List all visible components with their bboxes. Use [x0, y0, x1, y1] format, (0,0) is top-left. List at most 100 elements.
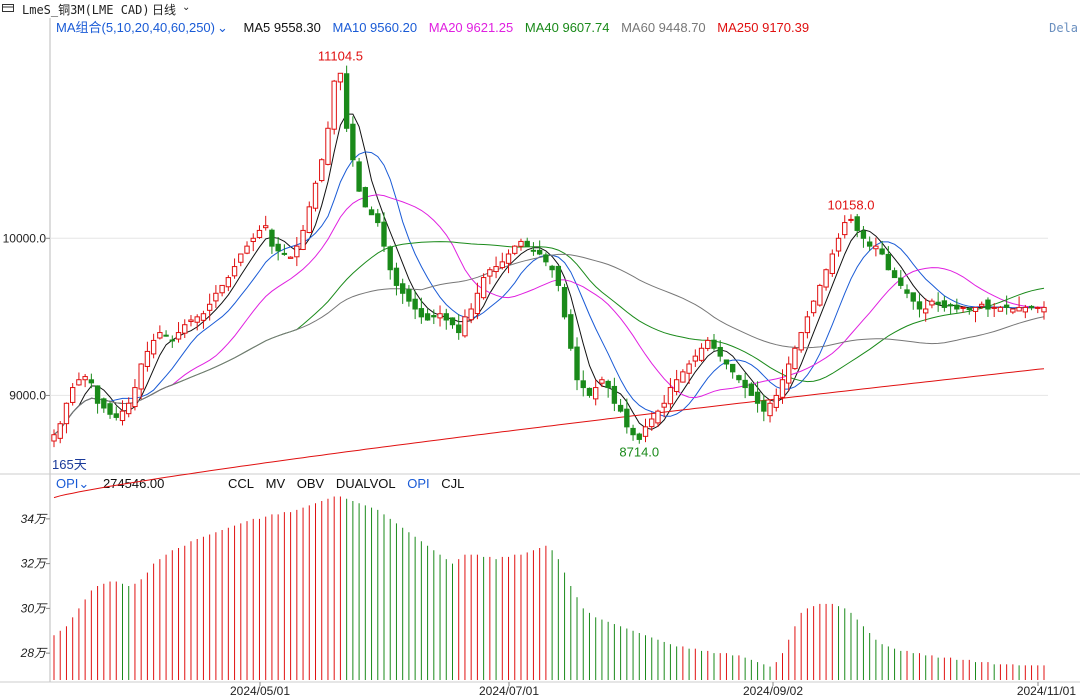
delay-label: Dela	[1049, 21, 1078, 35]
legend-ma10: MA10 9560.20	[332, 20, 418, 35]
candle-up	[468, 308, 474, 321]
candle-down	[524, 240, 530, 247]
candle-up	[51, 434, 57, 442]
candle-down	[555, 265, 562, 286]
candle-down	[418, 308, 425, 318]
candle-down	[456, 324, 462, 334]
candle-up	[182, 324, 188, 334]
candle-up	[175, 332, 182, 340]
legend-ma5: MA5 9558.30	[243, 20, 321, 35]
candle-up	[294, 245, 300, 258]
candle-down	[549, 265, 555, 271]
candle-up	[76, 379, 82, 386]
candle-down	[275, 243, 281, 252]
candle-up	[767, 402, 773, 417]
candle-down	[966, 308, 972, 311]
candle-down	[94, 385, 101, 404]
candle-up	[972, 306, 979, 312]
indicator-selector[interactable]: OPI	[56, 476, 79, 491]
candle-down	[711, 339, 717, 349]
candle-down	[954, 304, 960, 310]
candle-down	[368, 209, 375, 216]
candle-up	[786, 363, 792, 384]
ma10-line	[53, 151, 1045, 436]
opi-bars	[53, 496, 1045, 680]
second-high-annotation: 10158.0	[827, 197, 874, 212]
candle-up	[493, 266, 499, 273]
candle-up	[1022, 306, 1028, 313]
ma-combo-selector[interactable]: MA组合(5,10,20,40,60,250)	[56, 20, 215, 35]
candle-up	[929, 300, 935, 306]
candle-up	[1035, 306, 1041, 309]
opi-value: 274546.00	[102, 476, 165, 491]
date-tick-label: 2024/07/01	[479, 684, 539, 697]
candle-up	[213, 292, 219, 302]
period-selector[interactable]: 日线	[152, 3, 177, 17]
candle-up	[487, 269, 493, 277]
candle-up	[505, 253, 512, 264]
tab-cjl[interactable]: CJL	[441, 476, 465, 491]
chevron-down-icon[interactable]: ⌄	[78, 476, 90, 491]
tab-ccl[interactable]: CCL	[228, 476, 255, 491]
candle-up	[792, 347, 798, 370]
candle-up	[835, 237, 842, 252]
candle-down	[885, 253, 892, 271]
candle-down	[1003, 304, 1010, 308]
date-tick-label: 2024/05/01	[230, 684, 290, 697]
candle-up	[138, 363, 144, 390]
candle-up	[979, 303, 985, 307]
tab-mv[interactable]: MV	[265, 476, 286, 491]
candle-up	[57, 423, 63, 439]
ma-lines	[53, 113, 1045, 499]
indicator-tabs: CCL MV OBV DUALVOL OPI CJL	[228, 476, 472, 491]
candle-down	[536, 249, 543, 255]
candle-down	[580, 380, 586, 389]
candle-up	[655, 410, 661, 424]
candle-down	[530, 249, 537, 252]
candle-up	[119, 410, 126, 422]
window-icon	[2, 4, 14, 12]
candle-up	[194, 316, 200, 323]
candle-down	[568, 314, 574, 349]
candle-up	[817, 284, 823, 306]
candle-up	[873, 245, 879, 250]
candle-up	[1010, 308, 1016, 313]
candle-down	[879, 248, 885, 255]
candle-up	[593, 387, 599, 400]
candle-down	[898, 277, 904, 286]
candle-down	[561, 287, 568, 318]
date-tick-label: 2024/09/02	[743, 684, 803, 697]
candle-down	[910, 292, 916, 302]
candle-up	[157, 332, 163, 339]
candle-up	[599, 379, 605, 384]
candle-down	[605, 380, 611, 389]
candle-up	[331, 80, 337, 130]
candle-up	[319, 159, 325, 182]
candle-up	[642, 426, 649, 437]
candle-up	[829, 253, 835, 274]
candle-down	[866, 241, 873, 247]
candle-up	[512, 245, 518, 254]
candle-down	[730, 363, 736, 373]
candle-down	[107, 403, 113, 415]
candle-down	[88, 379, 95, 384]
tab-obv[interactable]: OBV	[296, 476, 325, 491]
candle-down	[412, 298, 418, 310]
candle-up	[70, 387, 76, 403]
candle-up	[673, 379, 680, 392]
candle-up	[287, 256, 294, 259]
tab-dualvol[interactable]: DUALVOL	[335, 476, 396, 491]
legend-ma60: MA60 9448.70	[621, 20, 706, 35]
candle-down	[356, 161, 362, 192]
candle-up	[705, 339, 711, 349]
chevron-down-icon[interactable]: ⌄	[216, 20, 228, 35]
chevron-down-icon[interactable]: ⌄	[182, 2, 191, 13]
candle-down	[717, 346, 723, 357]
price-tick-label: 9000.0	[9, 388, 46, 402]
candle-up	[798, 332, 804, 351]
candle-up	[256, 229, 263, 238]
tab-opi[interactable]: OPI	[407, 476, 430, 491]
candle-down	[935, 301, 941, 305]
candle-up	[132, 387, 138, 408]
